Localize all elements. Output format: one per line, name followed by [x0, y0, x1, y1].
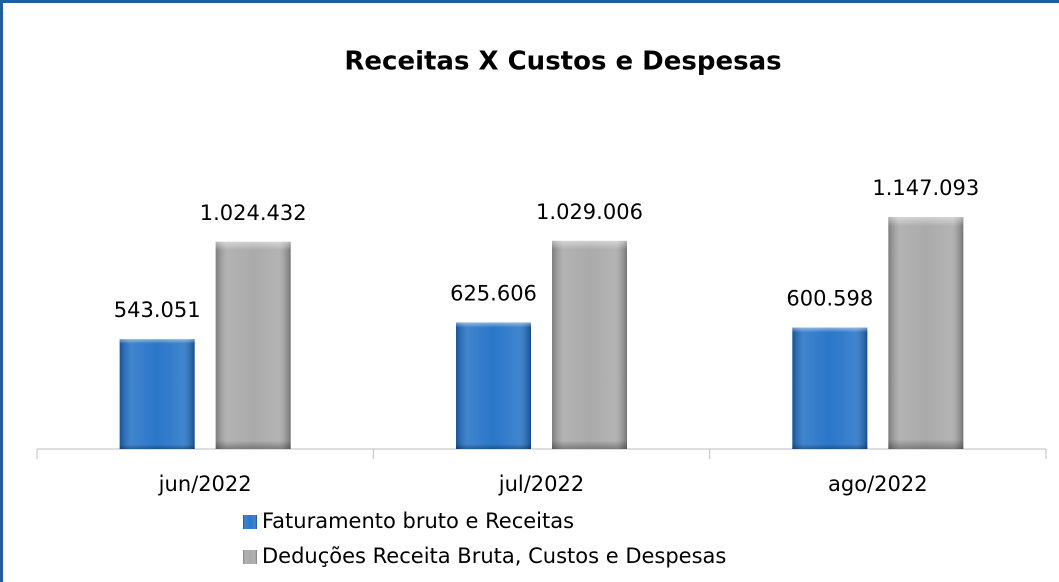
value-label: 600.598 — [786, 287, 873, 311]
value-label: 543.051 — [114, 298, 201, 322]
bar-bevel — [792, 327, 868, 449]
x-tick-label: jul/2022 — [498, 472, 585, 496]
bar-bevel — [215, 241, 291, 449]
value-label: 1.147.093 — [872, 176, 979, 200]
bar-bevel — [456, 322, 531, 449]
value-label: 1.029.006 — [536, 200, 643, 224]
bar-bevel — [552, 240, 627, 449]
legend-swatch-shine — [243, 550, 257, 564]
chart-title: Receitas X Custos e Despesas — [344, 47, 781, 77]
legend-label: Deduções Receita Bruta, Custos e Despesa… — [262, 544, 726, 568]
value-label: 625.606 — [450, 281, 537, 305]
legend-label: Faturamento bruto e Receitas — [262, 509, 574, 533]
bar-bevel — [119, 339, 195, 449]
x-tick-label: jun/2022 — [158, 472, 252, 496]
value-label: 1.024.432 — [200, 201, 307, 225]
legend-swatch-shine — [243, 515, 257, 529]
bar-bevel — [888, 217, 964, 449]
x-tick-label: ago/2022 — [828, 472, 928, 496]
